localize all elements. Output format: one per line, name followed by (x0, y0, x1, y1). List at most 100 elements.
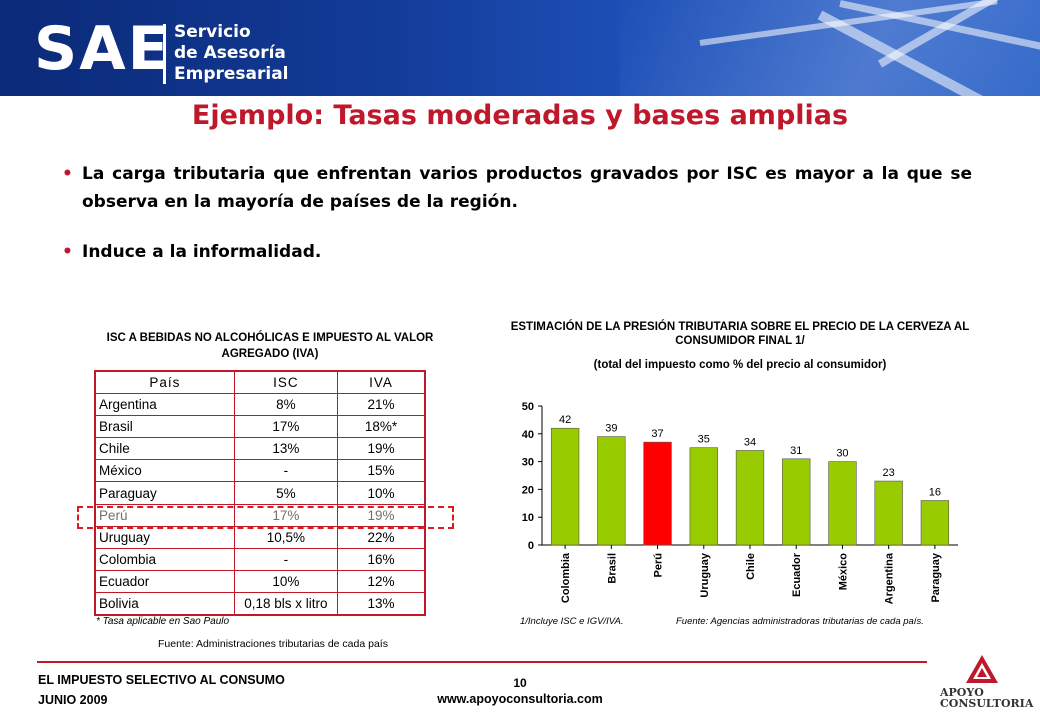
bar-value-label: 34 (744, 436, 756, 448)
country-cell: Bolivia (94, 592, 235, 616)
country-cell: México (94, 459, 235, 483)
bar-value-label: 35 (698, 434, 710, 446)
y-tick-label: 40 (522, 429, 534, 441)
country-cell: Paraguay (94, 481, 235, 505)
bar-value-label: 31 (790, 445, 802, 457)
table-row: Colombia -16% (94, 547, 426, 572)
chart-title: ESTIMACIÓN DE LA PRESIÓN TRIBUTARIA SOBR… (510, 321, 970, 347)
footer-caption: EL IMPUESTO SELECTIVO AL CONSUMO JUNIO 2… (38, 670, 285, 710)
table-source: Fuente: Administraciones tributarias de … (158, 638, 388, 650)
apoyo-logo-icon (966, 655, 998, 683)
isc-cell: 13% (233, 437, 339, 461)
bullet-list: • La carga tributaria que enfrentan vari… (62, 160, 972, 266)
slide-title: Ejemplo: Tasas moderadas y bases amplias (191, 100, 849, 131)
y-tick-label: 10 (522, 512, 534, 524)
iva-cell: 19% (337, 437, 426, 461)
table-title: ISC A BEBIDAS NO ALCOHÓLICAS E IMPUESTO … (106, 332, 434, 360)
bar (828, 461, 857, 546)
bar-value-label: 23 (883, 467, 895, 479)
table-row: Uruguay 10,5% 22% (94, 525, 426, 550)
bar-value-label: 37 (651, 428, 663, 440)
page-number: 10 (513, 676, 527, 690)
country-cell: Brasil (94, 414, 235, 439)
footer-url[interactable]: www.apoyoconsultoria.com (437, 692, 603, 706)
footer-caption-line: EL IMPUESTO SELECTIVO AL CONSUMO (38, 673, 285, 687)
country-cell: Argentina (94, 392, 235, 416)
header-banner: SAE Servicio de Asesoría Empresarial (0, 0, 1040, 96)
isc-cell: 17% (233, 414, 339, 439)
column-header: IVA (337, 370, 426, 394)
y-tick-label: 0 (528, 540, 534, 552)
y-tick-label: 50 (522, 401, 534, 413)
bar (874, 480, 903, 546)
isc-cell: - (233, 459, 339, 483)
isc-cell: 10,5% (233, 525, 339, 550)
country-cell: Ecuador (94, 570, 235, 594)
logo-subtitle-line: Servicio (174, 22, 251, 42)
bullet-dot: • (62, 164, 73, 184)
table-row: Bolivia 0,18 bls x litro 13% (94, 592, 426, 616)
isc-cell: 0,18 bls x litro (233, 592, 339, 616)
bullet-text: Induce a la informalidad. (82, 242, 322, 262)
table-note: * Tasa aplicable en Sao Paulo (96, 616, 230, 627)
category-label: Chile (745, 553, 757, 580)
chart-source: Fuente: Agencias administradoras tributa… (676, 616, 924, 627)
iva-cell: 13% (337, 592, 426, 616)
bar (643, 441, 672, 546)
iva-cell: 21% (337, 392, 426, 416)
iva-cell: 12% (337, 570, 426, 594)
bar-value-label: 39 (605, 423, 617, 435)
isc-cell: 10% (233, 570, 339, 594)
logo-subtitle-line: de Asesoría (174, 43, 286, 63)
sae-logo: SAE (34, 14, 171, 84)
table-row: Ecuador 10% 12% (94, 570, 426, 594)
bar (782, 458, 811, 546)
bullet-item: • La carga tributaria que enfrentan vari… (62, 160, 972, 216)
table-row: Argentina 8% 21% (94, 392, 426, 416)
table-row: Brasil 17% 18%* (94, 414, 426, 439)
table-row: Chile 13% 19% (94, 437, 426, 461)
iva-cell: 18%* (337, 414, 426, 439)
bar (920, 500, 950, 546)
y-tick-label: 30 (522, 457, 534, 469)
category-label: Colombia (560, 552, 572, 603)
beer-tax-bar-chart: 0 10 20 30 40 50 42 Colombia 39 Brasil 37 Perú 35 Uru… (522, 401, 958, 604)
isc-cell: - (233, 547, 339, 572)
iva-cell: 16% (337, 547, 426, 572)
column-header: País (94, 370, 235, 394)
country-cell: Chile (94, 437, 235, 461)
table-header-row: País ISC IVA (94, 370, 426, 394)
category-label: Perú (653, 553, 665, 577)
bar-value-label: 30 (836, 448, 848, 460)
apoyo-logo-text: APOYO CONSULTORIA (940, 687, 1033, 709)
iva-cell: 22% (337, 525, 426, 550)
category-label: Uruguay (699, 552, 711, 598)
isc-cell: 8% (233, 392, 339, 416)
footer-rule (37, 661, 927, 663)
y-tick-label: 20 (522, 484, 534, 496)
bullet-dot: • (62, 242, 73, 262)
bar-value-label: 16 (929, 487, 941, 499)
apoyo-consultoria-logo: APOYO CONSULTORIA (936, 653, 1033, 713)
category-label: Ecuador (791, 552, 803, 597)
apoyo-logo-line: APOYO (940, 686, 984, 699)
footer-caption-line: JUNIO 2009 (38, 693, 108, 707)
chart-subtitle: (total del impuesto como % del precio al… (593, 359, 887, 371)
table-row: México -15% (94, 459, 426, 483)
bar (689, 447, 718, 546)
apoyo-logo-line: CONSULTORIA (940, 697, 1034, 710)
table-row-highlighted: Perú 17% 19% (94, 503, 426, 527)
bar (735, 450, 765, 546)
column-header: ISC (233, 370, 339, 394)
iva-cell: 10% (337, 481, 426, 505)
table-row: Paraguay 5% 10% (94, 481, 426, 505)
country-cell: Uruguay (94, 525, 235, 550)
logo-divider (163, 24, 166, 84)
bar (550, 427, 580, 546)
country-cell: Colombia (94, 547, 235, 572)
iva-cell: 15% (337, 459, 426, 483)
category-label: México (837, 553, 849, 591)
category-label: Brasil (606, 553, 618, 584)
peru-highlight-box (77, 506, 454, 529)
logo-subtitle: Servicio de Asesoría Empresarial (174, 22, 289, 85)
